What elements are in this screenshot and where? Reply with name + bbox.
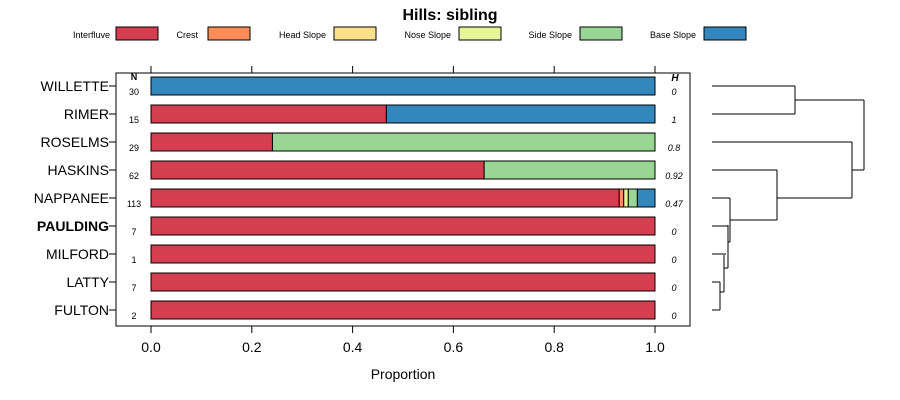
row-h-value: 0.8: [668, 143, 681, 153]
bar-milford-interfluve: [150, 244, 656, 264]
x-tick-label: 0.4: [343, 339, 363, 355]
legend-swatch-head-slope: [333, 26, 377, 41]
plot-frame: [115, 72, 691, 327]
legend-label-base-slope: Base Slope: [650, 30, 696, 40]
x-tick-label: 0.6: [444, 339, 464, 355]
row-n-value: 113: [127, 199, 141, 209]
bar-roselms-side-slope: [271, 132, 656, 152]
x-tick-label: 0.2: [242, 339, 262, 355]
row-h-value: 0: [671, 87, 676, 97]
row-h-value: 0: [671, 255, 676, 265]
row-h-value: 0: [671, 311, 676, 321]
legend-swatch-side-slope: [579, 26, 623, 41]
row-h-value: 0.47: [665, 199, 684, 209]
legend-swatch-crest: [207, 26, 251, 41]
bar-haskins-side-slope: [483, 160, 656, 180]
legend-label-crest: Crest: [176, 30, 198, 40]
row-label-rimer: RIMER: [64, 106, 109, 122]
row-h-value: 0.92: [665, 171, 683, 181]
x-axis: 0.0 0.2 0.4 0.6 0.8 1.0: [141, 66, 665, 355]
row-n-value: 29: [129, 143, 139, 153]
bar-paulding-interfluve: [150, 216, 656, 236]
row-h-value: 1: [671, 115, 676, 125]
row-n-value: 62: [129, 171, 139, 181]
row-label-roselms: ROSELMS: [41, 134, 109, 150]
legend: Interfluve Crest Head Slope Nose Slope Side …: [73, 26, 747, 41]
x-tick-label: 0.0: [141, 339, 161, 355]
x-axis-label: Proportion: [371, 366, 436, 382]
row-label-nappanee: NAPPANEE: [34, 190, 109, 206]
row-h-value: 0: [671, 227, 676, 237]
legend-label-head-slope: Head Slope: [279, 30, 326, 40]
row-n-value: 7: [131, 227, 136, 237]
bar-nappanee-nose-slope: [623, 188, 629, 208]
chart-title: Hills: sibling: [402, 7, 497, 24]
bar-latty-interfluve: [150, 272, 656, 292]
bar-nappanee-crest: [618, 188, 625, 208]
row-label-willette: WILLETTE: [41, 78, 109, 94]
row-label-paulding: PAULDING: [37, 218, 109, 234]
row-label-latty: LATTY: [66, 274, 109, 290]
row-n-value: 30: [129, 87, 139, 97]
bar-nappanee-side-slope: [627, 188, 638, 208]
bar-rows: WILLETTE 30 0 RIMER 15 1 ROSELMS 29 0.8 HASKINS 62…: [34, 76, 684, 321]
n-header: N: [131, 72, 138, 82]
bar-nappanee-base-slope: [636, 188, 656, 208]
legend-swatch-base-slope: [703, 26, 747, 41]
bar-nappanee-interfluve: [150, 188, 620, 208]
legend-label-side-slope: Side Slope: [528, 30, 572, 40]
row-n-value: 1: [131, 255, 136, 265]
dendrogram: [712, 85, 865, 311]
row-n-value: 2: [131, 311, 136, 321]
row-label-haskins: HASKINS: [48, 162, 109, 178]
bar-haskins-interfluve: [150, 160, 485, 180]
bar-roselms-interfluve: [150, 132, 273, 152]
legend-swatch-nose-slope: [458, 26, 502, 41]
row-h-value: 0: [671, 283, 676, 293]
x-tick-label: 0.8: [544, 339, 564, 355]
legend-label-nose-slope: Nose Slope: [404, 30, 451, 40]
legend-swatch-interfluve: [115, 26, 159, 41]
bar-rimer-interfluve: [150, 104, 387, 124]
bar-rimer-base-slope: [385, 104, 656, 124]
x-tick-label: 1.0: [645, 339, 665, 355]
bar-fulton-interfluve: [150, 300, 656, 320]
legend-label-interfluve: Interfluve: [73, 30, 110, 40]
row-label-milford: MILFORD: [46, 246, 109, 262]
row-n-value: 15: [129, 115, 139, 125]
bar-willette-base-slope: [150, 76, 656, 96]
h-header: H: [671, 73, 679, 84]
row-n-value: 7: [131, 283, 136, 293]
row-label-fulton: FULTON: [54, 302, 109, 318]
